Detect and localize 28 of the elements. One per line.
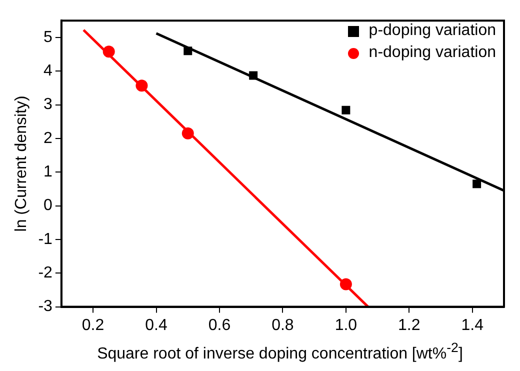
x-tick-label: 1.0 xyxy=(334,316,358,334)
x-tick-label: 0.4 xyxy=(145,316,168,334)
x-axis-title: Square root of inverse doping concentration [wt%$^{-2}$] xyxy=(96,340,464,364)
x-tick-label: 0.2 xyxy=(82,316,104,334)
y-tick-label: 1 xyxy=(44,164,53,181)
legend-label: p-doping variation xyxy=(368,22,496,40)
legend-label: n-doping variation xyxy=(368,44,496,62)
x-tick-label: 1.4 xyxy=(461,316,484,334)
point xyxy=(182,127,194,140)
point xyxy=(340,278,352,290)
y-tick-label: 2 xyxy=(44,130,53,147)
x-tick-label: 0.8 xyxy=(272,316,294,334)
x-tick-label: 0.6 xyxy=(208,316,231,334)
point xyxy=(249,71,258,80)
y-tick-label: 4 xyxy=(44,62,53,80)
y-tick-label: 3 xyxy=(44,96,53,114)
point xyxy=(136,80,148,92)
y-tick-label: -1 xyxy=(38,230,53,248)
y-axis-title: ln (Current density) xyxy=(13,96,30,232)
point xyxy=(184,46,192,56)
y-tick-label: -3 xyxy=(38,298,53,316)
point xyxy=(472,180,482,188)
y-tick-label: 0 xyxy=(44,197,53,214)
y-tick-label: -2 xyxy=(38,264,53,282)
point xyxy=(102,46,115,58)
point xyxy=(342,106,350,114)
x-tick-label: 1.2 xyxy=(398,316,420,334)
y-tick-label: 5 xyxy=(44,28,53,46)
